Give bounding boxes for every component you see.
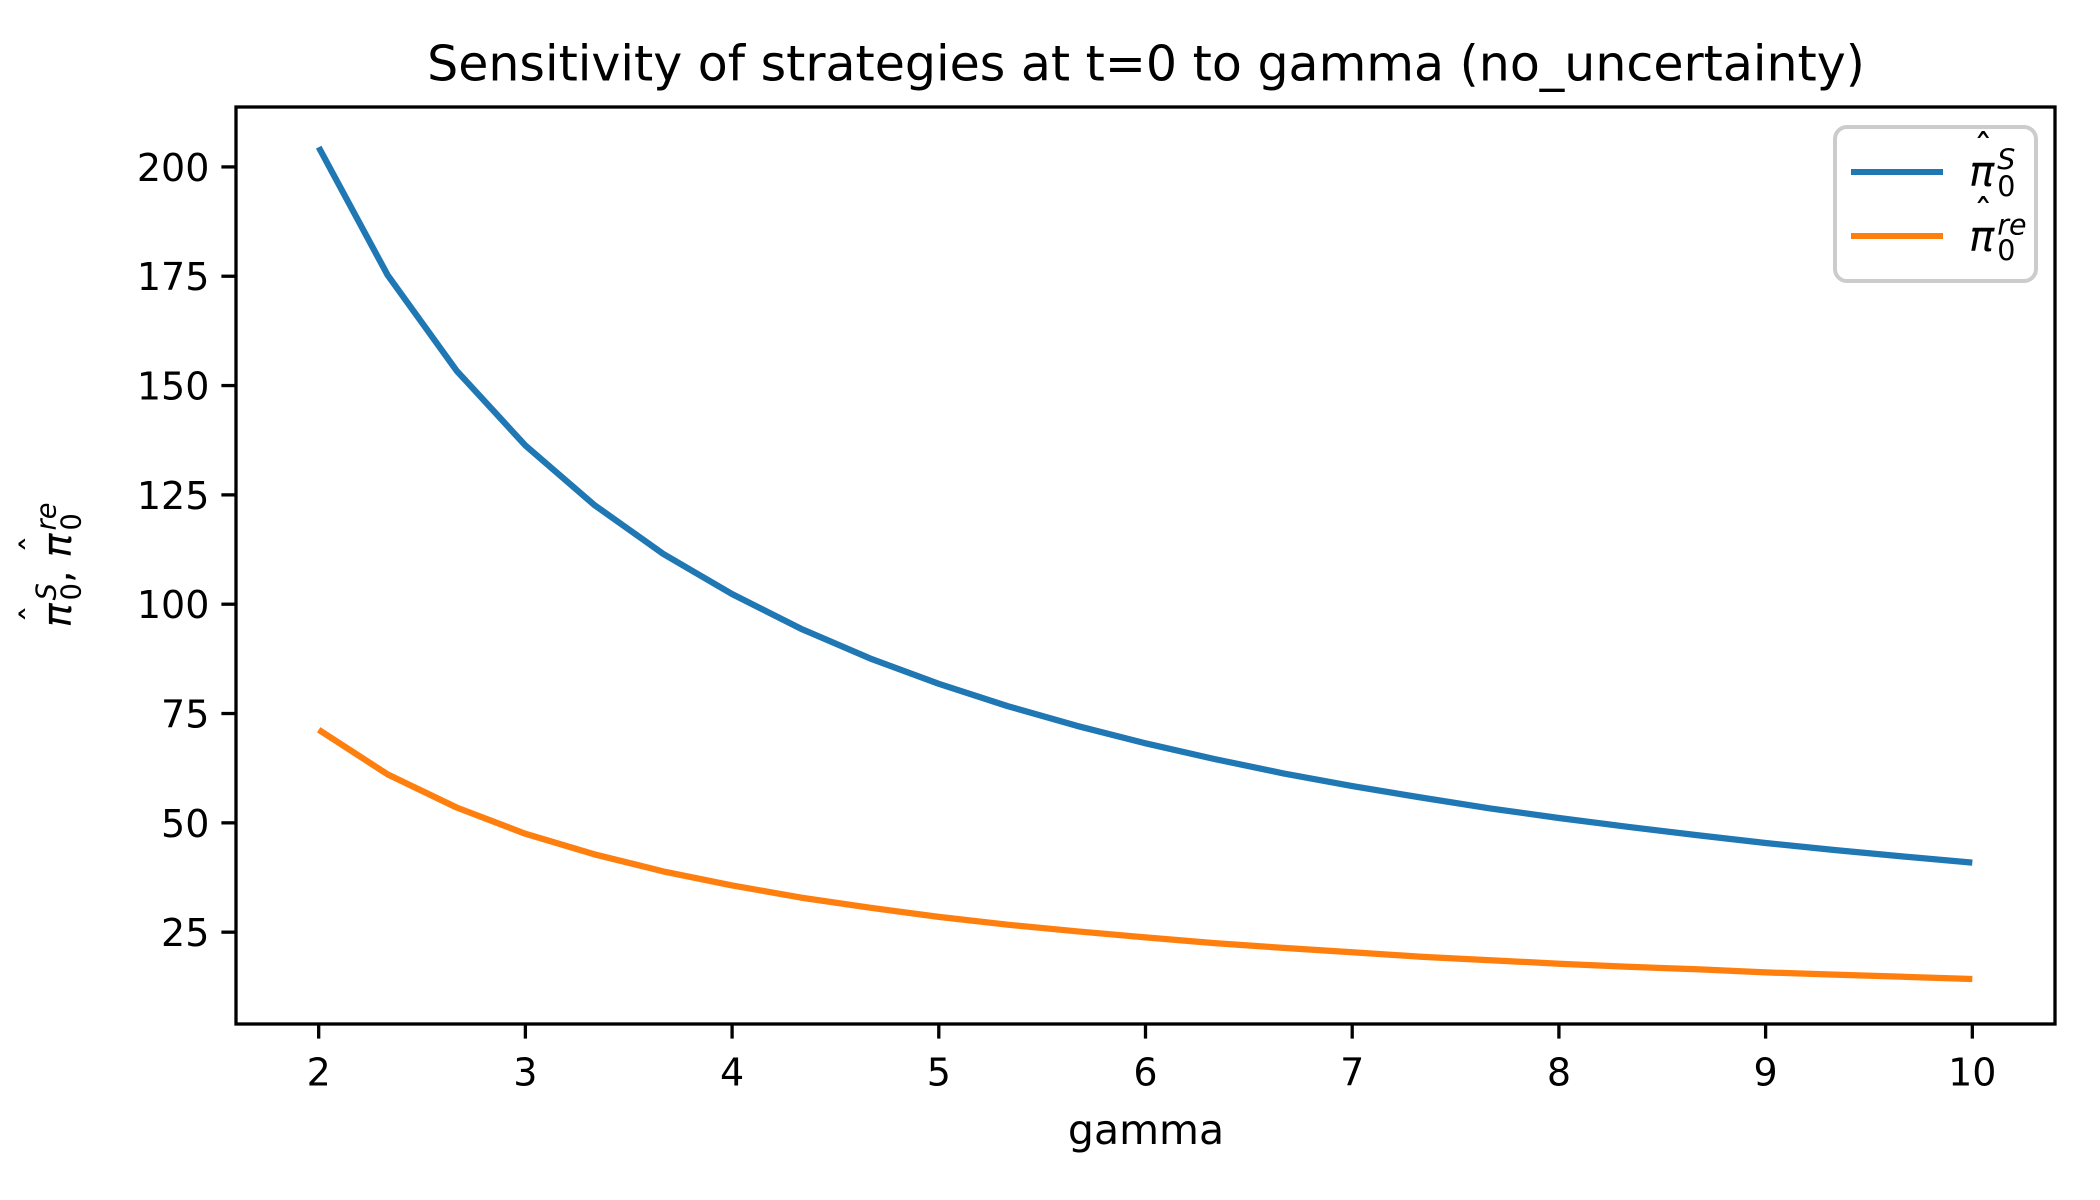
x-tick-label: 4 — [720, 1051, 744, 1095]
legend-entry: ˆ π re 0 — [1851, 194, 2027, 266]
y-tick-label: 125 — [137, 474, 210, 518]
x-axis-label: gamma — [1067, 1106, 1225, 1154]
y-tick-label: 100 — [137, 583, 210, 627]
x-tick-label: 2 — [307, 1051, 331, 1095]
legend-line-sample — [1851, 233, 1943, 240]
x-tick-label: 3 — [513, 1051, 537, 1095]
y-tick-label: 150 — [137, 365, 210, 409]
x-tick-label: 7 — [1340, 1051, 1364, 1095]
x-tick-label: 5 — [927, 1051, 951, 1095]
math-scripts: re 0 — [32, 503, 88, 531]
math-superscript: S — [1997, 143, 2016, 178]
legend-line-sample — [1851, 168, 1943, 175]
plot-frame — [234, 105, 2057, 1026]
math-subscript: 0 — [56, 513, 88, 531]
y-tick-label: 25 — [161, 911, 209, 955]
y-tick-label: 175 — [137, 255, 210, 299]
y-tick-label: 200 — [137, 146, 210, 190]
math-scripts: re 0 — [1997, 207, 2027, 269]
x-tick-label: 9 — [1754, 1051, 1778, 1095]
legend-box: ˆ π S 0 ˆ π re 0 — [1833, 125, 2038, 283]
hat-accent: ˆ — [1973, 190, 1993, 235]
series-lines — [315, 145, 1973, 983]
hat-accent: ˆ — [15, 604, 57, 623]
math-text: , — [35, 557, 81, 584]
math-var: ˆ π re 0 — [15, 503, 88, 558]
math-subscript: 0 — [1997, 169, 2016, 204]
chart-title: Sensitivity of strategies at t=0 to gamm… — [427, 35, 1865, 93]
y-tick-label: 75 — [161, 693, 209, 737]
math-subscript: 0 — [56, 583, 88, 601]
x-tick-label: 8 — [1547, 1051, 1571, 1095]
axes-layer: 2 3 4 5 6 7 8 9 10 25 50 75 100 125 150 175 200 — [137, 105, 2057, 1095]
hat-accent: ˆ — [1973, 125, 1993, 170]
series-line-pi-hat-0-S — [315, 145, 1973, 866]
legend-label: ˆ π re 0 — [1969, 190, 2027, 269]
hat-accent: ˆ — [15, 535, 57, 554]
y-tick-label: 50 — [161, 802, 209, 846]
x-tick-label: 10 — [1948, 1051, 1996, 1095]
math-subscript: 0 — [1997, 234, 2016, 269]
math-superscript: re — [1997, 207, 2027, 242]
x-tick-label: 6 — [1133, 1051, 1157, 1095]
series-line-pi-hat-0-re — [317, 727, 1973, 983]
math-var: ˆ π re 0 — [1969, 190, 2027, 269]
